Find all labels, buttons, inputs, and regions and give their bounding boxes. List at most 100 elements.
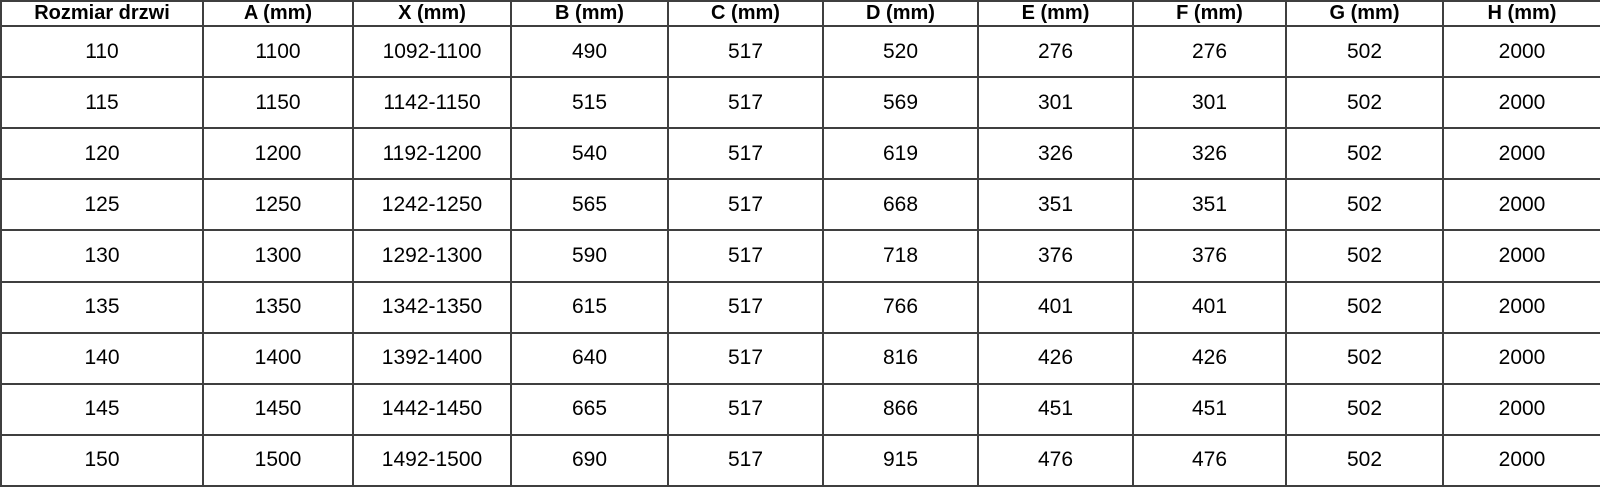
table-cell: 502 [1285, 382, 1444, 436]
table-cell: 301 [977, 76, 1134, 130]
table-cell: 565 [510, 178, 669, 232]
table-row: 120 1200 1192-1200 540 517 619 326 326 5… [0, 127, 1600, 181]
table-cell: 668 [822, 178, 979, 232]
table-cell: 766 [822, 280, 979, 334]
table-cell: 351 [977, 178, 1134, 232]
table-cell: 140 [0, 331, 204, 385]
table-cell: 1442-1450 [352, 382, 512, 436]
table-cell: 502 [1285, 127, 1444, 181]
table-cell: 326 [1132, 127, 1287, 181]
table-cell: 351 [1132, 178, 1287, 232]
table-cell: 517 [667, 178, 824, 232]
column-header-f: F (mm) [1132, 0, 1287, 27]
column-header-b: B (mm) [510, 0, 669, 27]
column-header-a: A (mm) [202, 0, 354, 27]
table-row: 115 1150 1142-1150 515 517 569 301 301 5… [0, 76, 1600, 130]
table-cell: 915 [822, 433, 979, 487]
table-cell: 517 [667, 280, 824, 334]
table-cell: 502 [1285, 433, 1444, 487]
table-cell: 2000 [1442, 229, 1600, 283]
table-cell: 816 [822, 331, 979, 385]
table-cell: 130 [0, 229, 204, 283]
table-cell: 1350 [202, 280, 354, 334]
table-cell: 150 [0, 433, 204, 487]
table-cell: 1342-1350 [352, 280, 512, 334]
table-cell: 1200 [202, 127, 354, 181]
table-row: 150 1500 1492-1500 690 517 915 476 476 5… [0, 433, 1600, 487]
table-cell: 376 [977, 229, 1134, 283]
column-header-e: E (mm) [977, 0, 1134, 27]
table-cell: 1250 [202, 178, 354, 232]
table-cell: 490 [510, 24, 669, 79]
table-cell: 2000 [1442, 382, 1600, 436]
table-cell: 2000 [1442, 280, 1600, 334]
table-cell: 476 [1132, 433, 1287, 487]
table-cell: 517 [667, 24, 824, 79]
table-cell: 2000 [1442, 127, 1600, 181]
table-cell: 115 [0, 76, 204, 130]
table-cell: 2000 [1442, 76, 1600, 130]
table-cell: 515 [510, 76, 669, 130]
table-cell: 540 [510, 127, 669, 181]
table-cell: 1292-1300 [352, 229, 512, 283]
table-cell: 1300 [202, 229, 354, 283]
table-cell: 110 [0, 24, 204, 79]
table-cell: 517 [667, 229, 824, 283]
table-cell: 1500 [202, 433, 354, 487]
table-cell: 502 [1285, 178, 1444, 232]
table-row: 125 1250 1242-1250 565 517 668 351 351 5… [0, 178, 1600, 232]
table-cell: 135 [0, 280, 204, 334]
table-cell: 517 [667, 127, 824, 181]
table-cell: 326 [977, 127, 1134, 181]
table-row: 130 1300 1292-1300 590 517 718 376 376 5… [0, 229, 1600, 283]
table-cell: 401 [1132, 280, 1287, 334]
table-cell: 1100 [202, 24, 354, 79]
table-cell: 517 [667, 382, 824, 436]
table-cell: 619 [822, 127, 979, 181]
column-header-rozmiar-drzwi: Rozmiar drzwi [0, 0, 204, 27]
table-cell: 1192-1200 [352, 127, 512, 181]
table-row: 135 1350 1342-1350 615 517 766 401 401 5… [0, 280, 1600, 334]
table-cell: 502 [1285, 331, 1444, 385]
table-cell: 690 [510, 433, 669, 487]
table-cell: 517 [667, 331, 824, 385]
table-cell: 426 [977, 331, 1134, 385]
header-row: Rozmiar drzwi A (mm) X (mm) B (mm) C (mm… [0, 0, 1600, 27]
table-row: 140 1400 1392-1400 640 517 816 426 426 5… [0, 331, 1600, 385]
table-cell: 517 [667, 433, 824, 487]
column-header-c: C (mm) [667, 0, 824, 27]
table-cell: 2000 [1442, 433, 1600, 487]
table-cell: 120 [0, 127, 204, 181]
column-header-g: G (mm) [1285, 0, 1444, 27]
table-cell: 1392-1400 [352, 331, 512, 385]
table-cell: 1242-1250 [352, 178, 512, 232]
table-cell: 376 [1132, 229, 1287, 283]
table-row: 110 1100 1092-1100 490 517 520 276 276 5… [0, 24, 1600, 79]
table-cell: 2000 [1442, 331, 1600, 385]
table-cell: 2000 [1442, 178, 1600, 232]
table-cell: 401 [977, 280, 1134, 334]
table-cell: 1092-1100 [352, 24, 512, 79]
table-cell: 502 [1285, 280, 1444, 334]
table-cell: 520 [822, 24, 979, 79]
table-cell: 517 [667, 76, 824, 130]
table-cell: 615 [510, 280, 669, 334]
table-cell: 502 [1285, 24, 1444, 79]
column-header-d: D (mm) [822, 0, 979, 27]
table-cell: 590 [510, 229, 669, 283]
column-header-h: H (mm) [1442, 0, 1600, 27]
table-cell: 502 [1285, 76, 1444, 130]
table-cell: 451 [1132, 382, 1287, 436]
table-cell: 476 [977, 433, 1134, 487]
column-header-x: X (mm) [352, 0, 512, 27]
table-cell: 426 [1132, 331, 1287, 385]
table-cell: 125 [0, 178, 204, 232]
table-cell: 1450 [202, 382, 354, 436]
table-cell: 569 [822, 76, 979, 130]
table-cell: 1142-1150 [352, 76, 512, 130]
table-cell: 2000 [1442, 24, 1600, 79]
table-cell: 451 [977, 382, 1134, 436]
table-cell: 1150 [202, 76, 354, 130]
table-cell: 1400 [202, 331, 354, 385]
table-cell: 502 [1285, 229, 1444, 283]
